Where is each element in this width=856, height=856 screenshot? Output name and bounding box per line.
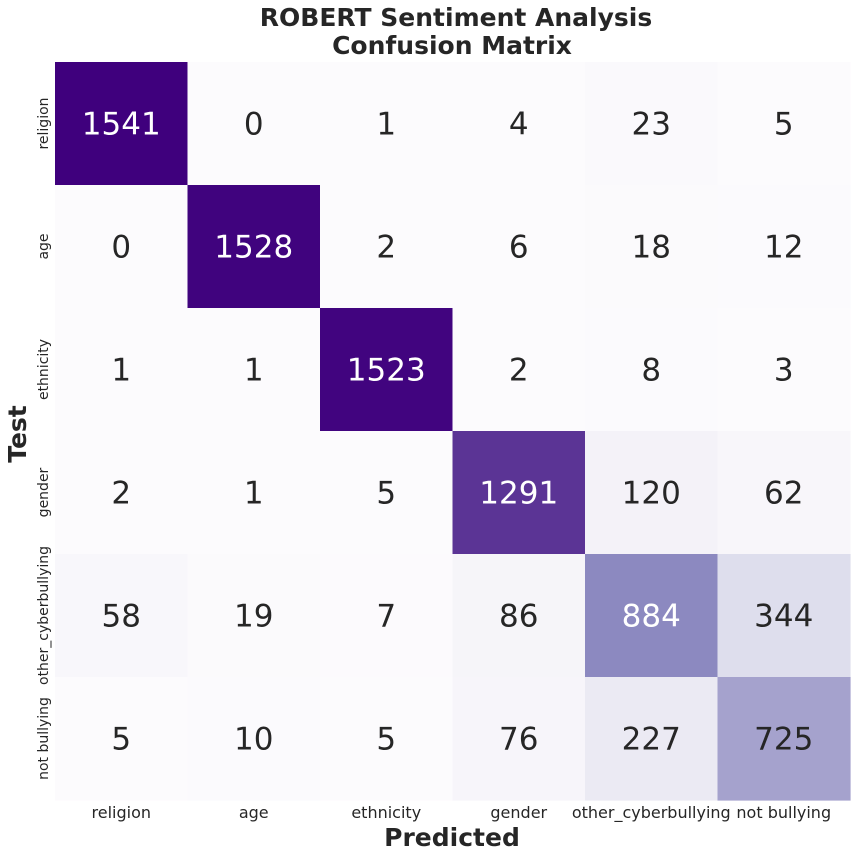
x-tick-label: age xyxy=(239,803,269,822)
cell-value-label: 5 xyxy=(774,107,794,143)
cell-value-label: 6 xyxy=(509,230,529,266)
cell-value-label: 1 xyxy=(244,353,264,389)
heatmap-cell xyxy=(55,431,189,555)
heatmap-cell xyxy=(187,62,321,186)
cell-value-label: 1 xyxy=(244,476,264,512)
heatmap-cell xyxy=(55,185,189,309)
chart-title-line-1: ROBERT Sentiment Analysis xyxy=(260,3,652,32)
cell-value-label: 1 xyxy=(376,107,396,143)
y-tick-label: not bullying xyxy=(36,697,52,780)
heatmap-cell xyxy=(717,554,851,678)
y-tick-labels: religion age ethnicity gender other_cyberbul… xyxy=(36,97,52,779)
y-axis-label: Test xyxy=(3,405,32,463)
heatmap-cell xyxy=(717,431,851,555)
cell-value-label: 0 xyxy=(111,230,131,266)
heatmap-cell xyxy=(452,308,586,432)
cell-value-label: 1 xyxy=(111,353,131,389)
y-tick-label: ethnicity xyxy=(36,339,52,400)
cell-value-label: 8 xyxy=(641,353,661,389)
heatmap-cell xyxy=(452,62,586,186)
cell-value-label: 884 xyxy=(622,599,681,635)
heatmap-cell xyxy=(452,554,586,678)
heatmap-cell xyxy=(187,431,321,555)
heatmap-cell xyxy=(320,308,454,432)
cell-value-label: 4 xyxy=(509,107,529,143)
heatmap-cell xyxy=(585,308,719,432)
x-tick-label: religion xyxy=(92,803,152,822)
cell-value-label: 62 xyxy=(764,476,803,512)
cell-value-label: 2 xyxy=(509,353,529,389)
heatmap-cell xyxy=(55,554,189,678)
x-axis-label: Predicted xyxy=(384,823,520,852)
heatmap-cell xyxy=(187,308,321,432)
heatmap-cell xyxy=(320,62,454,186)
y-tick-label: gender xyxy=(36,467,52,517)
cell-value-label: 227 xyxy=(622,722,681,758)
heatmap-cell xyxy=(55,677,189,801)
heatmap-cell xyxy=(452,677,586,801)
heatmap-cell xyxy=(585,62,719,186)
heatmap-cell xyxy=(320,431,454,555)
cell-value-label: 5 xyxy=(376,476,396,512)
heatmap-cell xyxy=(187,677,321,801)
x-tick-label: ethnicity xyxy=(351,803,421,822)
heatmap-cell xyxy=(717,185,851,309)
x-tick-label: other_cyberbullying xyxy=(572,803,731,823)
cell-value-label: 58 xyxy=(102,599,141,635)
cell-value-label: 1291 xyxy=(479,476,558,512)
cell-value-label: 1528 xyxy=(214,230,293,266)
x-tick-label: not bullying xyxy=(736,803,831,822)
y-tick-label: age xyxy=(36,233,52,259)
heatmap-cell xyxy=(717,308,851,432)
cell-value-label: 344 xyxy=(754,599,813,635)
heatmap-cell xyxy=(55,308,189,432)
heatmap-cell xyxy=(187,554,321,678)
cell-value-label: 0 xyxy=(244,107,264,143)
chart-title-line-2: Confusion Matrix xyxy=(332,31,572,60)
heatmap-cell xyxy=(320,185,454,309)
cell-value-label: 5 xyxy=(376,722,396,758)
cell-value-label: 12 xyxy=(764,230,803,266)
heatmap-cell xyxy=(585,677,719,801)
cell-value-label: 10 xyxy=(234,722,273,758)
cell-value-label: 86 xyxy=(499,599,538,635)
heatmap-cell xyxy=(320,554,454,678)
cell-value-label: 120 xyxy=(622,476,681,512)
heatmap-cell xyxy=(320,677,454,801)
x-tick-label: gender xyxy=(490,803,547,822)
cell-value-label: 2 xyxy=(111,476,131,512)
heatmap-cell xyxy=(585,554,719,678)
cell-value-label: 76 xyxy=(499,722,538,758)
heatmap-cell xyxy=(717,62,851,186)
cell-value-label: 1541 xyxy=(82,107,161,143)
cell-value-label: 5 xyxy=(111,722,131,758)
cell-value-label: 7 xyxy=(376,599,396,635)
x-tick-labels: religion age ethnicity gender other_cyberbul… xyxy=(92,803,832,823)
heatmap-cell xyxy=(452,431,586,555)
cell-value-label: 2 xyxy=(376,230,396,266)
heatmap-cell xyxy=(55,62,189,186)
heatmap-cell xyxy=(452,185,586,309)
cell-value-label: 3 xyxy=(774,353,794,389)
cell-value-label: 23 xyxy=(632,107,671,143)
cell-value-label: 725 xyxy=(754,722,813,758)
cell-value-label: 19 xyxy=(234,599,273,635)
cell-value-label: 18 xyxy=(632,230,671,266)
heatmap-cell xyxy=(187,185,321,309)
y-tick-label: religion xyxy=(36,97,52,149)
y-tick-label: other_cyberbullying xyxy=(36,546,52,685)
heatmap-cell xyxy=(585,431,719,555)
heatmap-cell xyxy=(585,185,719,309)
cell-value-label: 1523 xyxy=(347,353,426,389)
heatmap-cells: 1541 0 1 4 23 5 0 1528 2 6 18 12 1 1 1523 2 8 3 2 1 5 1291 120… xyxy=(55,62,851,801)
heatmap-cell xyxy=(717,677,851,801)
